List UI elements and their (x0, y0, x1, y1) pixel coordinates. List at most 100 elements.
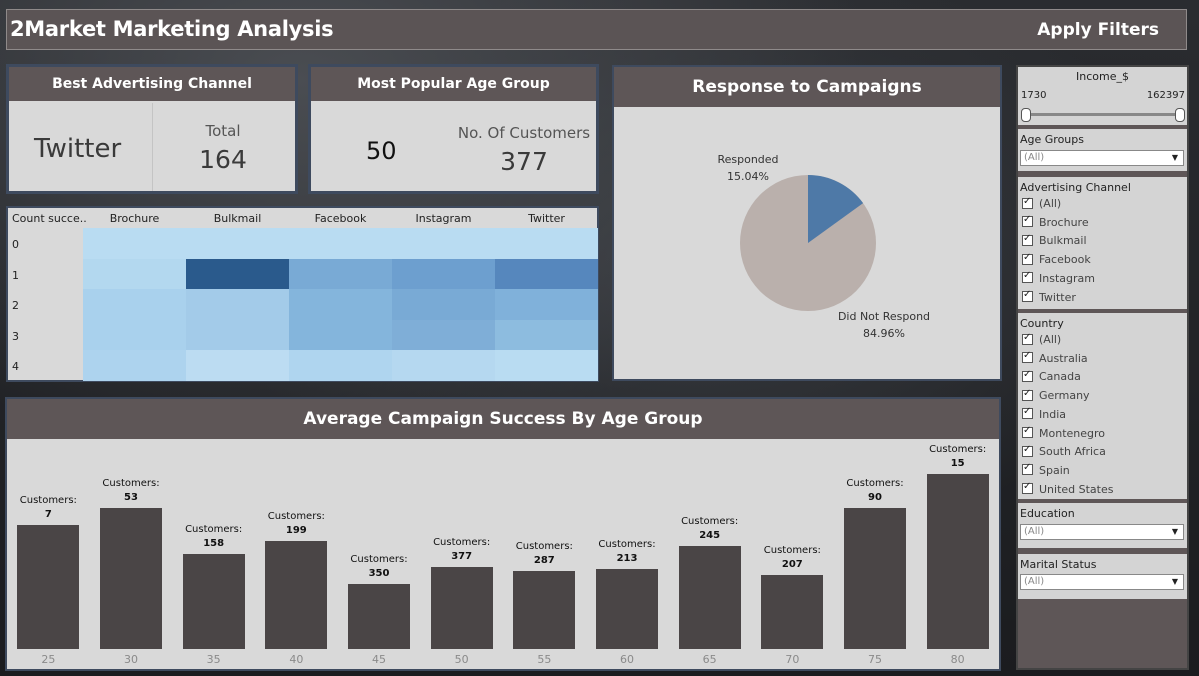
income-slider-min-handle[interactable] (1021, 108, 1031, 122)
heatmap-row-label: 0 (12, 238, 19, 251)
checkbox-checked-icon[interactable] (1022, 444, 1033, 457)
marital-status-dropdown[interactable]: (All) ▼ (1020, 574, 1184, 590)
income-label: Income_$ (1076, 70, 1129, 83)
advertising-channel-option[interactable]: Instagram (1022, 270, 1095, 288)
checkbox-checked-icon[interactable] (1022, 425, 1033, 438)
heatmap-cell[interactable] (83, 228, 186, 259)
income-slider-track[interactable] (1026, 113, 1180, 116)
apply-filters-button[interactable]: Apply Filters (1037, 20, 1159, 40)
heatmap-cell[interactable] (83, 350, 186, 381)
advertising-channel-option-label: Facebook (1039, 253, 1091, 267)
bar-age-70[interactable] (761, 575, 824, 649)
heatmap-column-label: Twitter (528, 212, 565, 225)
bar-data-label-value: 213 (616, 552, 638, 564)
heatmap-cell[interactable] (392, 289, 495, 320)
advertising-channel-option-label: Twitter (1039, 290, 1076, 304)
bar-age-65[interactable] (678, 545, 741, 649)
income-slider-max-handle[interactable] (1175, 108, 1185, 122)
bar-age-50[interactable] (430, 566, 493, 649)
country-option[interactable]: Spain (1022, 462, 1070, 480)
heatmap-cell[interactable] (495, 319, 598, 351)
advertising-channel-option[interactable]: Brochure (1022, 214, 1089, 232)
heatmap-cell[interactable] (83, 258, 186, 290)
pie-slice-responded[interactable] (808, 175, 864, 243)
heatmap-cell[interactable] (186, 228, 289, 259)
bar-age-45[interactable] (348, 583, 410, 649)
country-option[interactable]: South Africa (1022, 444, 1106, 461)
heatmap-cell[interactable] (289, 319, 392, 351)
checkbox-checked-icon[interactable] (1022, 406, 1033, 420)
advertising-channel-option[interactable]: Bulkmail (1022, 233, 1087, 250)
advertising-channel-option[interactable]: Twitter (1022, 289, 1076, 307)
heatmap-cell[interactable] (289, 228, 392, 259)
bar-data-label-value: 350 (368, 567, 390, 579)
heatmap-cell[interactable] (186, 289, 289, 320)
heatmap-cell[interactable] (83, 319, 186, 351)
checkbox-checked-icon[interactable] (1022, 350, 1033, 364)
bar-age-25[interactable] (17, 524, 80, 649)
heatmap-cell[interactable] (83, 289, 186, 320)
x-tick-label: 25 (41, 653, 56, 666)
bar-age-30[interactable] (100, 507, 162, 649)
chevron-down-icon: ▼ (1171, 577, 1178, 586)
heatmap-cell[interactable] (495, 289, 598, 320)
checkbox-checked-icon[interactable] (1022, 462, 1033, 476)
heatmap-cell[interactable] (186, 258, 289, 290)
country-option[interactable]: India (1022, 406, 1066, 424)
country-option[interactable]: United States (1022, 481, 1114, 499)
checkbox-checked-icon[interactable] (1022, 196, 1033, 209)
heatmap-cell[interactable] (392, 350, 495, 381)
bar-age-75[interactable] (844, 507, 906, 649)
popular-age-customers-value: 377 (500, 147, 548, 176)
education-dropdown[interactable]: (All) ▼ (1020, 524, 1184, 540)
heatmap-cell[interactable] (289, 289, 392, 320)
country-option[interactable]: (All) (1022, 332, 1061, 349)
country-option[interactable]: Australia (1022, 350, 1088, 368)
heatmap-cell[interactable] (289, 350, 392, 381)
bar-data-label-caption: Customers: (433, 536, 491, 548)
checkbox-checked-icon[interactable] (1022, 369, 1033, 382)
x-tick-label: 70 (785, 653, 800, 666)
responded-label-block: Responded 15.04% (714, 151, 782, 185)
best-channel-card: Best Advertising Channel Twitter Total 1… (6, 64, 298, 194)
bar-age-80[interactable] (926, 473, 989, 649)
bar-data-label-caption: Customers: (19, 494, 77, 506)
response-card: Response to Campaigns Responded 15.04% D… (612, 65, 1002, 381)
bar-data-label-caption: Customers: (350, 553, 408, 565)
checkbox-checked-icon[interactable] (1022, 289, 1033, 302)
checkbox-checked-icon[interactable] (1022, 233, 1033, 246)
bar-data-label-caption: Customers: (846, 477, 904, 489)
bar-age-40[interactable] (265, 541, 328, 649)
country-option[interactable]: Montenegro (1022, 425, 1105, 443)
heatmap-cell[interactable] (495, 258, 598, 290)
bar-age-35[interactable] (182, 554, 245, 649)
heatmap-cell[interactable] (289, 258, 392, 290)
country-option-label: Canada (1039, 370, 1081, 384)
heatmap-cell[interactable] (495, 228, 598, 259)
checkbox-checked-icon[interactable] (1022, 332, 1033, 345)
bar-age-55[interactable] (513, 570, 576, 649)
heatmap-cell[interactable] (186, 319, 289, 351)
checkbox-checked-icon[interactable] (1022, 252, 1033, 265)
advertising-channel-option-label: (All) (1039, 197, 1062, 210)
best-channel-title: Best Advertising Channel (9, 67, 295, 101)
checkbox-checked-icon[interactable] (1022, 481, 1033, 495)
heatmap-column-label: Bulkmail (213, 212, 262, 225)
bar-age-60[interactable] (596, 568, 658, 649)
checkbox-checked-icon[interactable] (1022, 270, 1033, 284)
age-groups-dropdown[interactable]: (All) ▼ (1020, 150, 1184, 166)
checkbox-checked-icon[interactable] (1022, 214, 1033, 228)
advertising-channel-option[interactable]: (All) (1022, 196, 1062, 213)
popular-age-value: 50 (366, 137, 397, 165)
heatmap-cell[interactable] (392, 319, 495, 351)
heatmap-cell[interactable] (392, 228, 495, 259)
country-option[interactable]: Germany (1022, 388, 1090, 405)
country-option[interactable]: Canada (1022, 369, 1081, 386)
heatmap-cell[interactable] (495, 350, 598, 381)
country-option-label: Australia (1039, 351, 1088, 365)
checkbox-checked-icon[interactable] (1022, 388, 1033, 401)
heatmap-cell[interactable] (186, 350, 289, 381)
advertising-channel-option[interactable]: Facebook (1022, 252, 1091, 269)
kpi-divider (152, 103, 153, 191)
heatmap-cell[interactable] (392, 258, 495, 290)
